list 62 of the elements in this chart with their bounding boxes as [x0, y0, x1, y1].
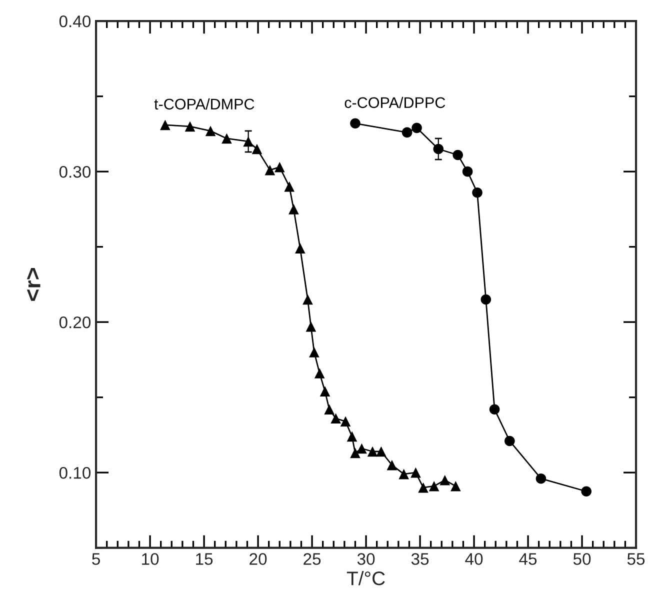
point	[398, 468, 409, 480]
series-label: t-COPA/DMPC	[154, 98, 254, 110]
y-tick-label: 0.20	[59, 316, 91, 328]
y-tick-label: 0.10	[59, 466, 91, 479]
point	[346, 431, 358, 442]
point	[433, 144, 444, 154]
point	[428, 480, 440, 492]
point	[504, 436, 515, 446]
point	[274, 162, 285, 172]
point	[472, 187, 482, 198]
point	[367, 446, 378, 457]
point	[356, 443, 367, 454]
point	[284, 181, 295, 192]
x-tick-label: 50	[573, 553, 591, 565]
point	[462, 166, 473, 177]
point	[350, 448, 360, 458]
point	[480, 294, 492, 305]
x-tick-label: 15	[196, 553, 213, 565]
point	[376, 446, 386, 457]
point	[489, 404, 500, 415]
y-axis-title: <r>	[26, 268, 40, 301]
y-tick-label: 0.40	[59, 15, 91, 28]
point	[412, 122, 422, 134]
point	[205, 126, 216, 136]
point	[324, 404, 334, 415]
point	[160, 120, 170, 130]
x-tick-label: 30	[357, 553, 375, 565]
point	[314, 368, 325, 378]
x-tick-label: 25	[304, 553, 321, 565]
point	[330, 413, 341, 424]
x-tick-label: 45	[519, 553, 537, 565]
point	[306, 321, 316, 332]
x-tick-label: 5	[92, 553, 100, 565]
point	[418, 482, 428, 493]
point	[309, 347, 320, 358]
point	[222, 133, 232, 144]
x-tick-label: 20	[250, 553, 267, 565]
point	[440, 474, 450, 486]
point	[536, 473, 546, 484]
point	[295, 243, 306, 254]
point	[450, 480, 461, 492]
x-tick-label: 10	[142, 553, 159, 565]
point	[252, 144, 262, 154]
x-axis-title: T/°C	[346, 570, 385, 586]
point	[581, 486, 592, 497]
point	[243, 136, 254, 147]
point	[386, 460, 398, 470]
point	[184, 121, 196, 132]
point	[410, 467, 421, 478]
x-tick-label: 55	[627, 553, 645, 565]
point	[264, 164, 276, 176]
point	[340, 416, 351, 427]
point	[320, 386, 330, 396]
x-tick-label: 40	[465, 553, 483, 565]
point	[288, 204, 299, 214]
point	[350, 118, 360, 129]
x-tick-label: 35	[411, 553, 429, 565]
y-tick-label: 0.30	[59, 166, 91, 178]
point	[452, 150, 463, 160]
point	[402, 127, 412, 138]
series-label: c-COPA/DPPC	[344, 96, 446, 108]
point	[302, 294, 313, 305]
